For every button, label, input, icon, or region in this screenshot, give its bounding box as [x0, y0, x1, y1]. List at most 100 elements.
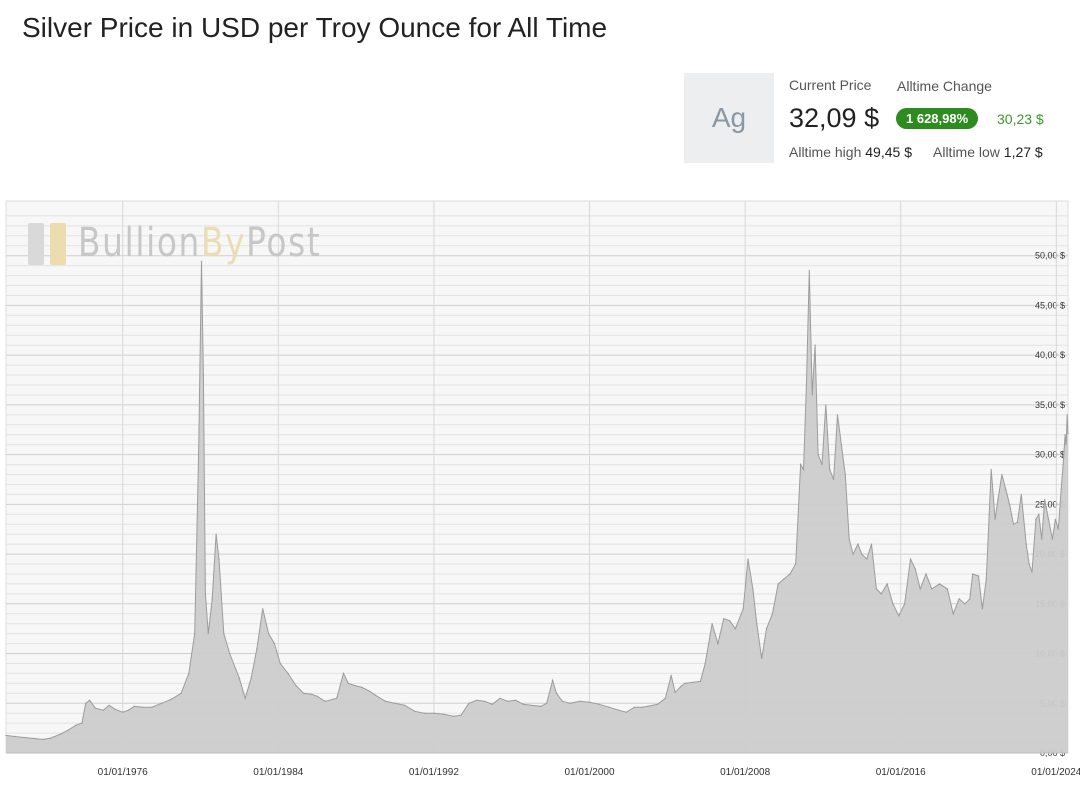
- alltime-change-absolute: 30,23 $: [997, 111, 1044, 127]
- data-point: [452, 715, 455, 717]
- data-point: [49, 737, 52, 739]
- data-point: [114, 708, 116, 710]
- data-point: [207, 632, 210, 635]
- data-point: [817, 453, 819, 456]
- x-tick-label: 01/01/2024: [1031, 767, 1080, 778]
- data-point: [805, 384, 808, 386]
- data-point: [342, 672, 345, 675]
- y-tick-label: 25,00 $: [1035, 499, 1065, 509]
- data-point: [777, 583, 779, 585]
- data-point: [981, 608, 984, 610]
- data-point: [483, 700, 486, 703]
- data-point: [598, 703, 600, 706]
- data-point: [994, 518, 996, 521]
- data-point: [886, 583, 888, 585]
- data-point: [1047, 518, 1050, 521]
- data-point: [946, 588, 949, 590]
- data-point: [141, 706, 143, 708]
- data-point: [59, 733, 62, 735]
- data-point: [374, 694, 377, 697]
- current-price-value: 32,09 $: [789, 103, 880, 133]
- data-point: [234, 667, 237, 670]
- data-point: [403, 704, 406, 707]
- data-point: [223, 632, 225, 635]
- data-point: [353, 684, 356, 687]
- data-point: [985, 578, 988, 580]
- price-chart-svg[interactable]: 0,00 $5,00 $10,00 $15,00 $20,00 $25,00 $…: [0, 198, 1080, 799]
- data-point: [332, 698, 334, 701]
- page-title: Silver Price in USD per Troy Ounce for A…: [22, 12, 608, 43]
- data-point: [569, 702, 571, 705]
- data-point: [722, 617, 725, 620]
- data-point: [1025, 543, 1027, 545]
- data-point: [394, 702, 396, 705]
- data-point: [684, 682, 686, 685]
- data-point: [316, 695, 319, 698]
- data-point: [423, 712, 426, 714]
- data-point: [188, 672, 190, 675]
- data-point: [211, 598, 213, 600]
- data-point: [475, 699, 478, 702]
- data-point: [561, 700, 564, 703]
- data-point: [238, 677, 241, 680]
- data-point: [491, 703, 494, 706]
- data-point: [747, 558, 749, 560]
- data-point: [261, 608, 264, 610]
- data-point: [193, 632, 196, 635]
- data-point: [771, 613, 774, 615]
- y-tick-label: 35,00 $: [1035, 400, 1065, 410]
- data-point: [811, 394, 813, 396]
- data-point: [127, 709, 130, 711]
- data-point: [250, 677, 252, 680]
- data-point: [969, 598, 971, 600]
- data-point: [704, 662, 706, 665]
- data-point: [1020, 493, 1023, 496]
- data-point: [499, 697, 501, 700]
- data-point: [442, 713, 445, 715]
- data-point: [760, 657, 763, 660]
- watermark-gold-bar-icon: [50, 223, 66, 265]
- data-point: [1051, 538, 1054, 540]
- data-point: [799, 463, 802, 466]
- alltime-high-value: 49,45 $: [865, 144, 912, 160]
- data-point: [335, 697, 338, 700]
- data-point: [67, 729, 69, 731]
- alltime-change-label: Alltime Change: [897, 78, 992, 94]
- data-point: [1064, 433, 1066, 436]
- data-point: [1005, 488, 1007, 491]
- price-chart[interactable]: 0,00 $5,00 $10,00 $15,00 $20,00 $25,00 $…: [0, 198, 1080, 799]
- data-point: [555, 692, 558, 695]
- data-point: [75, 724, 77, 726]
- data-point: [310, 693, 313, 696]
- data-point: [691, 681, 694, 684]
- alltime-high-label: Alltime high: [789, 144, 862, 160]
- data-point: [514, 699, 517, 702]
- data-point: [88, 699, 91, 702]
- data-point: [295, 684, 297, 687]
- data-point: [273, 642, 276, 645]
- data-point: [460, 714, 462, 716]
- data-point: [433, 712, 435, 714]
- price-summary-panel: Ag Current Price Alltime Change 32,09 $ …: [684, 73, 1064, 165]
- alltime-low-value: 1,27 $: [1003, 144, 1043, 160]
- data-point: [608, 706, 610, 708]
- watermark-text-part2: By: [200, 220, 247, 266]
- watermark-silver-bar-icon: [28, 223, 44, 265]
- data-point: [133, 705, 136, 708]
- data-point: [1062, 463, 1064, 466]
- data-point: [765, 627, 768, 630]
- data-point: [1031, 571, 1033, 573]
- data-point: [808, 269, 811, 272]
- x-tick-label: 01/01/1976: [98, 767, 148, 778]
- data-point: [870, 543, 873, 545]
- data-point: [522, 703, 525, 706]
- data-point: [1040, 538, 1043, 540]
- current-price-label: Current Price: [789, 77, 872, 93]
- alltime-low-stat: Alltime low 1,27 $: [933, 144, 1043, 160]
- data-point: [909, 558, 912, 560]
- data-point: [875, 588, 878, 590]
- data-point: [1035, 518, 1037, 521]
- data-point: [551, 679, 554, 682]
- y-tick-label: 50,00 $: [1035, 251, 1065, 261]
- data-point: [821, 463, 823, 466]
